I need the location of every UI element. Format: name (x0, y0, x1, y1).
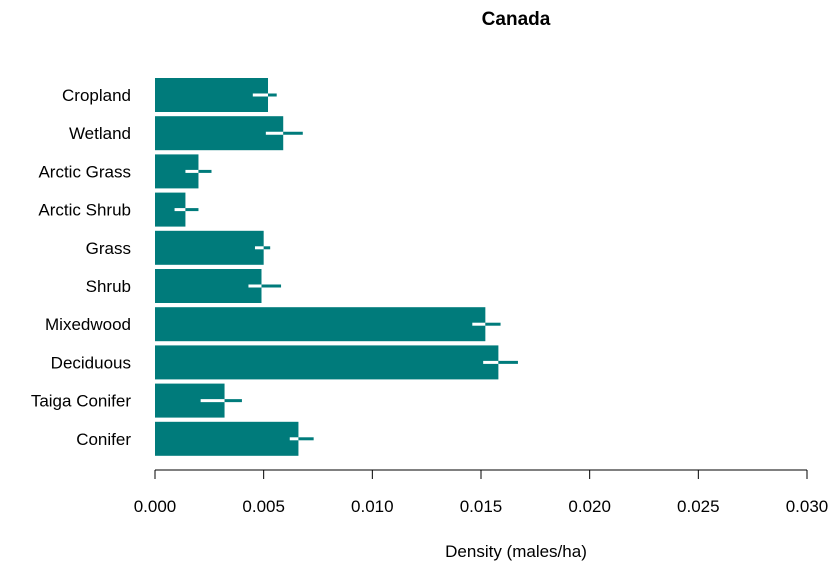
category-label: Wetland (69, 124, 131, 143)
bar (155, 307, 486, 342)
category-label: Mixedwood (45, 315, 131, 334)
bar (155, 421, 299, 456)
x-tick-label: 0.030 (786, 497, 829, 516)
bar (155, 78, 269, 112)
bar-group: Grass (86, 230, 271, 265)
bar-group: Cropland (62, 78, 277, 112)
category-label: Arctic Shrub (38, 201, 131, 220)
bar-group: Arctic Shrub (38, 192, 199, 227)
chart-title: Canada (482, 9, 551, 30)
category-label: Arctic Grass (38, 162, 131, 181)
x-tick-label: 0.020 (568, 497, 611, 516)
bar-group: Wetland (69, 116, 303, 151)
x-axis: 0.000 0.005 0.010 0.015 0.020 0.025 0.030 (134, 469, 829, 516)
bar-group: Mixedwood (45, 307, 501, 342)
category-label: Taiga Conifer (31, 392, 132, 411)
x-tick-label: 0.000 (134, 497, 177, 516)
bar-group: Deciduous (51, 345, 518, 380)
bar (155, 269, 262, 303)
x-tick-label: 0.015 (460, 497, 503, 516)
x-tick-label: 0.005 (242, 497, 285, 516)
category-label: Grass (86, 239, 131, 258)
category-label: Shrub (86, 277, 131, 296)
x-tick-label: 0.025 (677, 497, 720, 516)
bar (155, 116, 284, 151)
category-label: Cropland (62, 86, 131, 105)
bar-group: Conifer (76, 421, 314, 456)
bar (155, 230, 264, 265)
category-label: Deciduous (51, 353, 131, 372)
x-tick-label: 0.010 (351, 497, 394, 516)
bar-group: Shrub (86, 269, 282, 303)
x-axis-label: Density (males/ha) (445, 542, 587, 561)
bar (155, 345, 499, 380)
bar-group: Arctic Grass (38, 154, 212, 189)
category-label: Conifer (76, 430, 131, 449)
bar-group: Taiga Conifer (31, 383, 242, 418)
